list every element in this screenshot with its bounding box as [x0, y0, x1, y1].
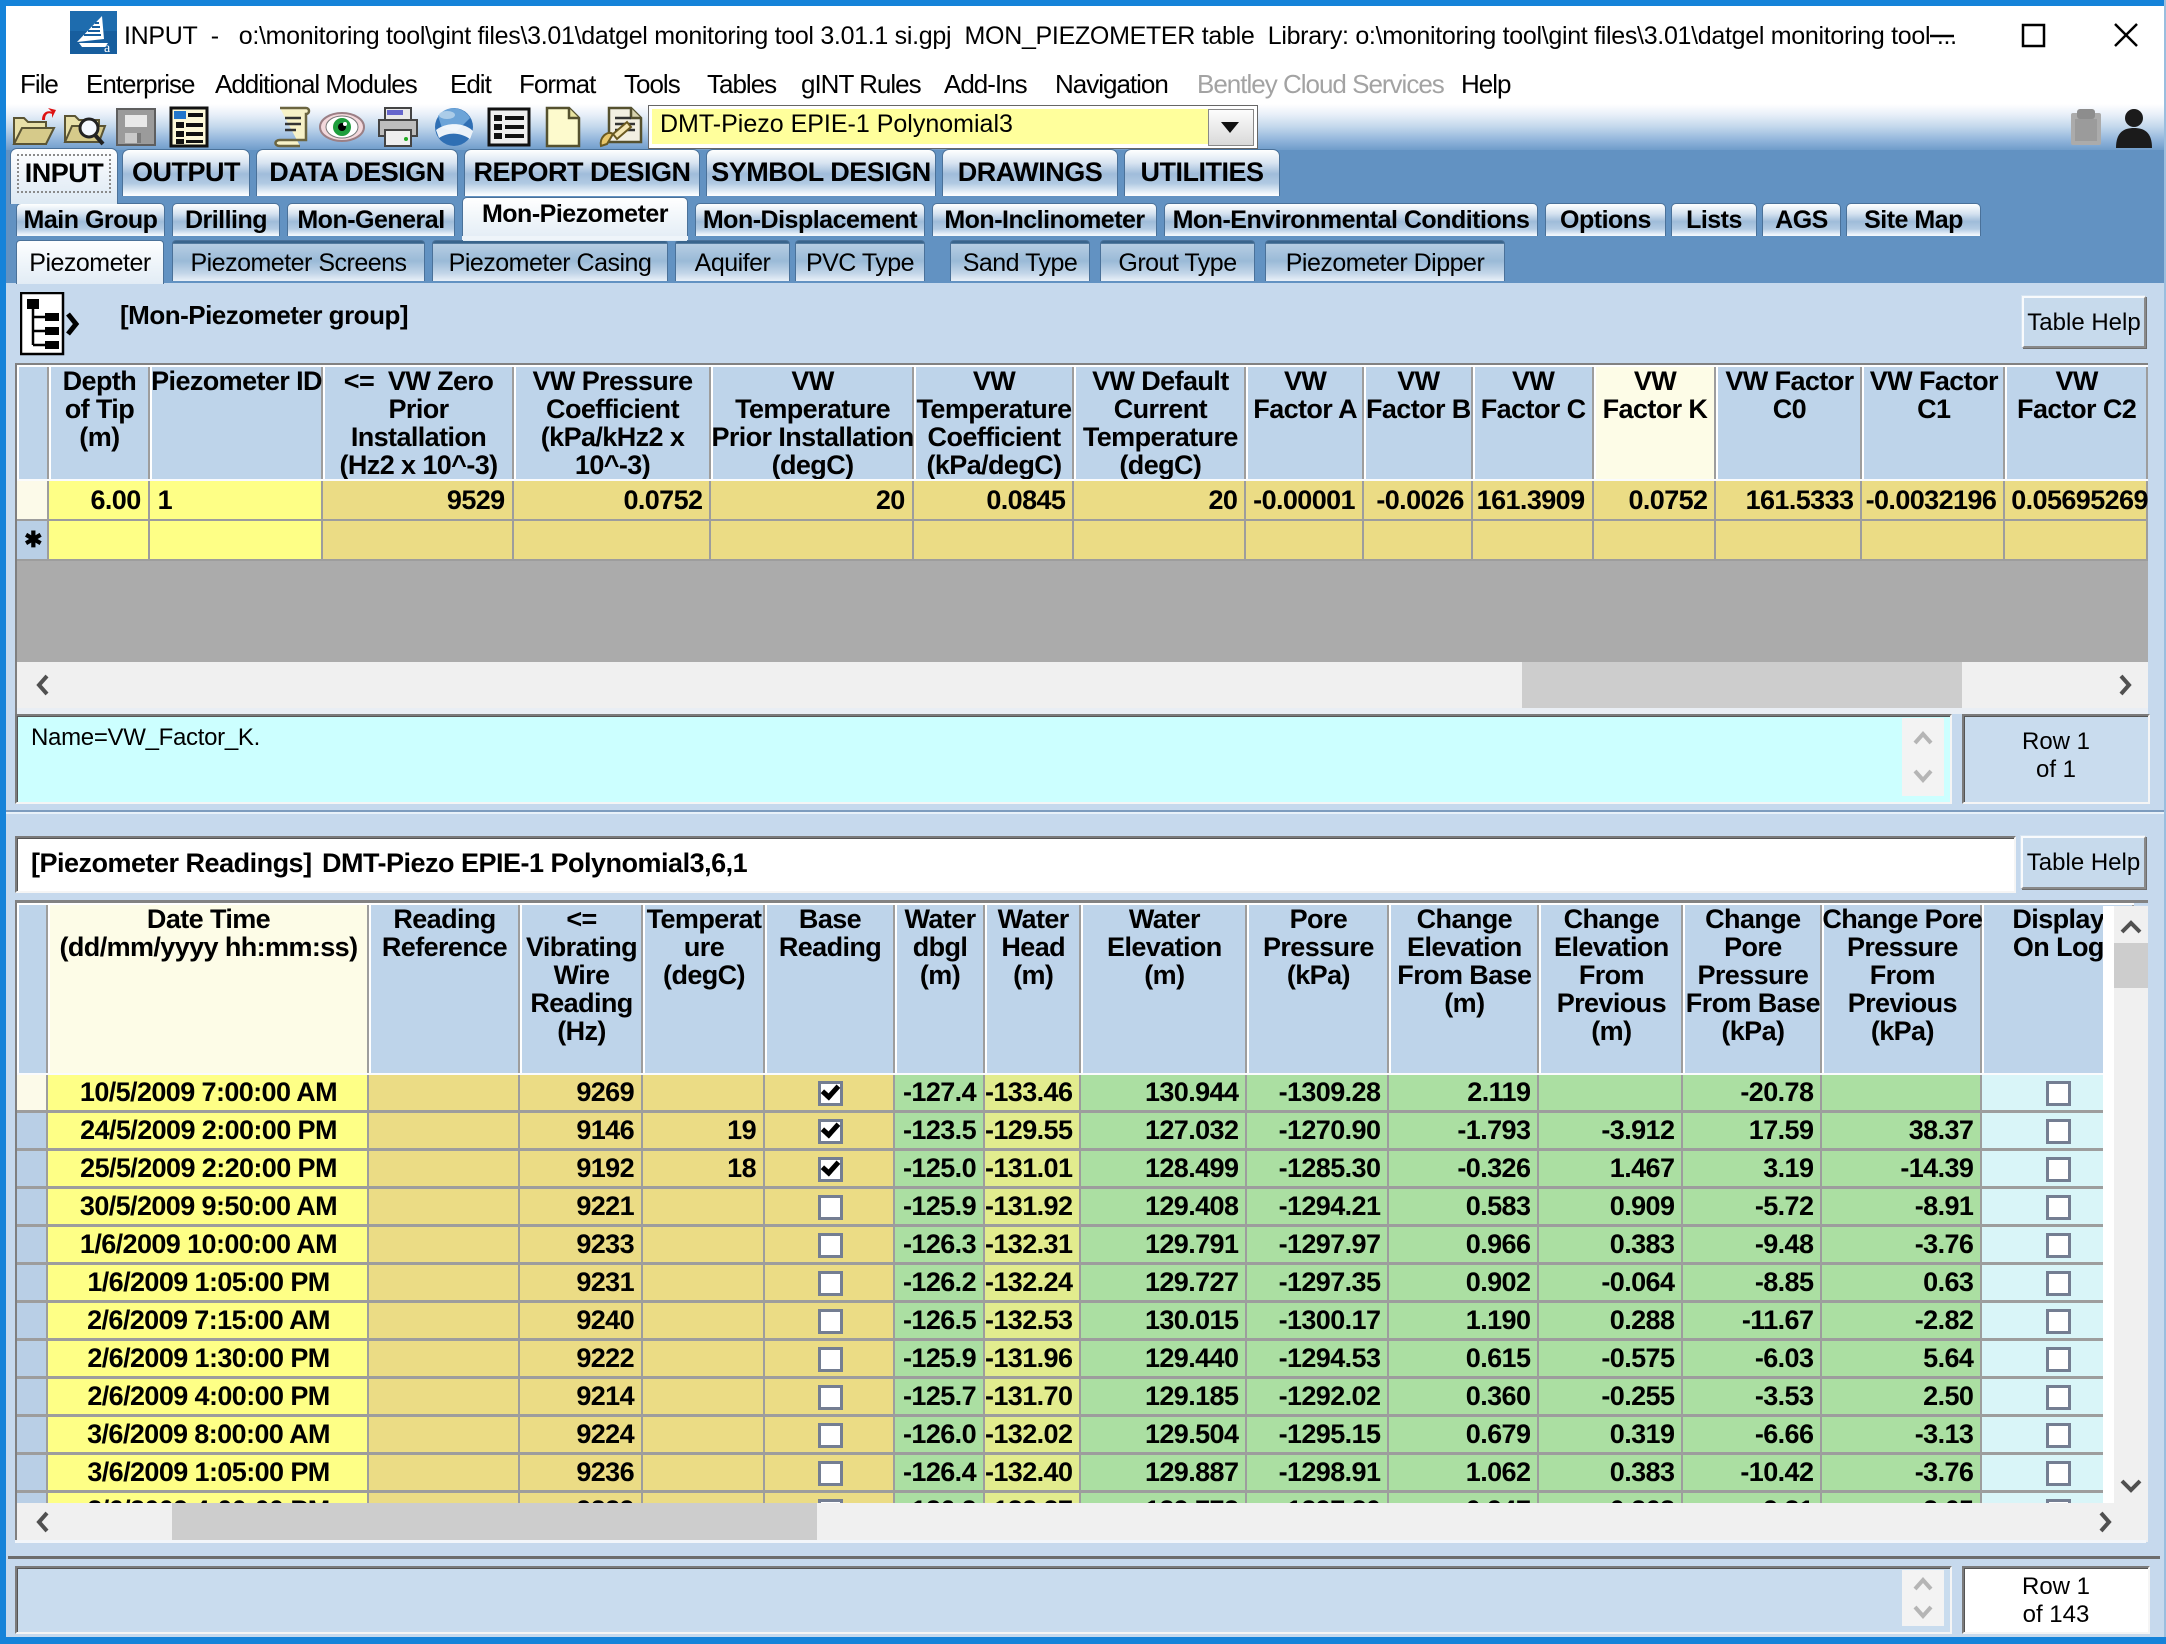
svg-text:a: a	[104, 41, 111, 54]
